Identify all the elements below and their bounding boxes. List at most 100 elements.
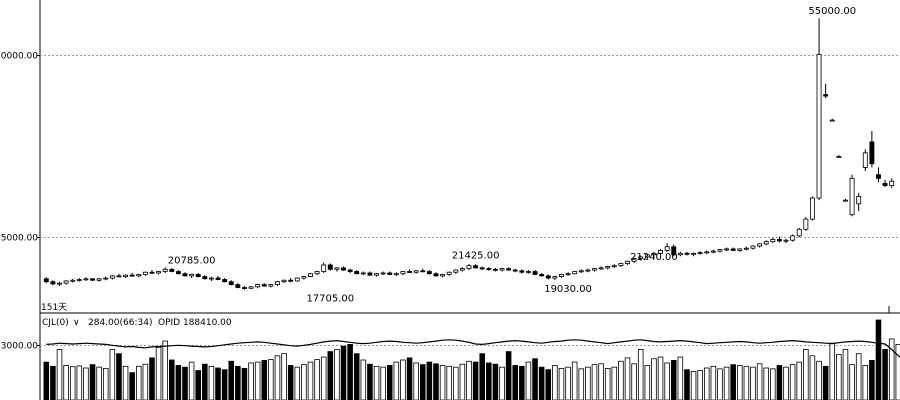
candle xyxy=(869,131,875,168)
volume-bar xyxy=(644,365,651,400)
candle-body xyxy=(109,275,115,279)
volume-bar xyxy=(829,342,836,400)
candle-body xyxy=(506,268,512,271)
volume-bar xyxy=(202,363,208,400)
candle xyxy=(486,267,492,271)
candle-body xyxy=(380,272,386,275)
candle xyxy=(380,271,386,276)
candle xyxy=(334,267,340,272)
candle xyxy=(829,118,835,122)
candle xyxy=(843,198,848,202)
candle-body xyxy=(876,174,881,179)
candle-body xyxy=(321,264,327,272)
candle xyxy=(400,270,406,276)
candle xyxy=(156,270,162,275)
volume-bar xyxy=(723,366,730,400)
candle xyxy=(301,275,307,280)
candle xyxy=(208,276,214,281)
candle xyxy=(281,279,287,284)
candle xyxy=(506,267,512,271)
candle xyxy=(440,273,446,278)
volume-bar xyxy=(836,354,842,400)
volume-bar xyxy=(697,370,703,400)
candle-body xyxy=(862,152,868,168)
candle-body xyxy=(671,246,677,256)
volume-bar xyxy=(274,355,281,400)
price-tick-label: 50000.00 xyxy=(0,52,38,62)
candle-body xyxy=(539,274,545,277)
candle xyxy=(823,83,829,99)
candle-body xyxy=(334,267,340,270)
volume-bar xyxy=(320,356,327,400)
volume-bar xyxy=(598,363,604,400)
candle-body xyxy=(222,279,228,283)
candle-body xyxy=(440,274,446,277)
price-annotation: 20785.00 xyxy=(168,255,216,266)
candle-body xyxy=(717,249,723,252)
candle-body xyxy=(123,274,129,278)
volume-bar xyxy=(281,353,287,400)
volume-bar xyxy=(532,358,538,400)
candle-body xyxy=(492,268,498,271)
candle xyxy=(202,275,208,280)
candle-body xyxy=(360,272,366,275)
candle xyxy=(492,267,498,272)
volume-bar xyxy=(770,368,776,400)
candle xyxy=(175,270,181,275)
volume-bar xyxy=(505,351,512,400)
candle xyxy=(697,251,703,255)
candle xyxy=(796,227,802,238)
candle xyxy=(525,270,531,274)
volume-bar xyxy=(796,361,803,400)
candle-body xyxy=(889,180,895,187)
volume-bar xyxy=(710,365,717,400)
volume-bar xyxy=(439,365,446,400)
volume-bar xyxy=(809,355,816,400)
candle-body xyxy=(545,275,551,279)
candle-body xyxy=(691,252,697,255)
volume-tick-label: 13000.00 xyxy=(0,342,38,352)
volume-bar xyxy=(545,369,552,400)
candle-body xyxy=(882,183,888,187)
volume-bar xyxy=(492,363,499,400)
volume-bar xyxy=(651,358,657,400)
candle xyxy=(836,155,842,158)
candle xyxy=(354,270,360,275)
candle-body xyxy=(393,273,399,276)
candle xyxy=(459,267,465,272)
candle-body xyxy=(156,271,162,274)
candle-body xyxy=(697,252,703,254)
volume-bar xyxy=(816,360,822,400)
candle-body xyxy=(585,269,591,272)
candle-body xyxy=(796,228,802,237)
candle xyxy=(169,267,175,273)
volume-bar xyxy=(670,360,677,400)
candle xyxy=(374,272,379,277)
volume-bar xyxy=(314,359,320,400)
candle-body xyxy=(559,274,564,278)
volume-bar xyxy=(122,365,129,400)
volume-bar xyxy=(677,356,684,400)
price-annotation: 21240.00 xyxy=(630,252,678,263)
candle-body xyxy=(367,272,373,276)
volume-bar xyxy=(684,369,690,400)
candle xyxy=(288,278,294,283)
candle-body xyxy=(631,258,637,262)
volume-bar xyxy=(162,340,168,400)
candle-body xyxy=(228,281,234,286)
candle xyxy=(559,273,564,279)
candle xyxy=(691,252,697,257)
volume-bar xyxy=(842,349,849,400)
volume-bar xyxy=(254,361,261,400)
volume-bar xyxy=(538,366,545,400)
volume-bar xyxy=(637,349,644,400)
volume-bar xyxy=(129,372,135,400)
candle-body xyxy=(724,248,730,251)
candle-body xyxy=(420,270,426,273)
volume-bar xyxy=(690,370,697,400)
volume-bar xyxy=(558,368,565,400)
candle-body xyxy=(565,273,571,276)
candle xyxy=(96,278,102,282)
